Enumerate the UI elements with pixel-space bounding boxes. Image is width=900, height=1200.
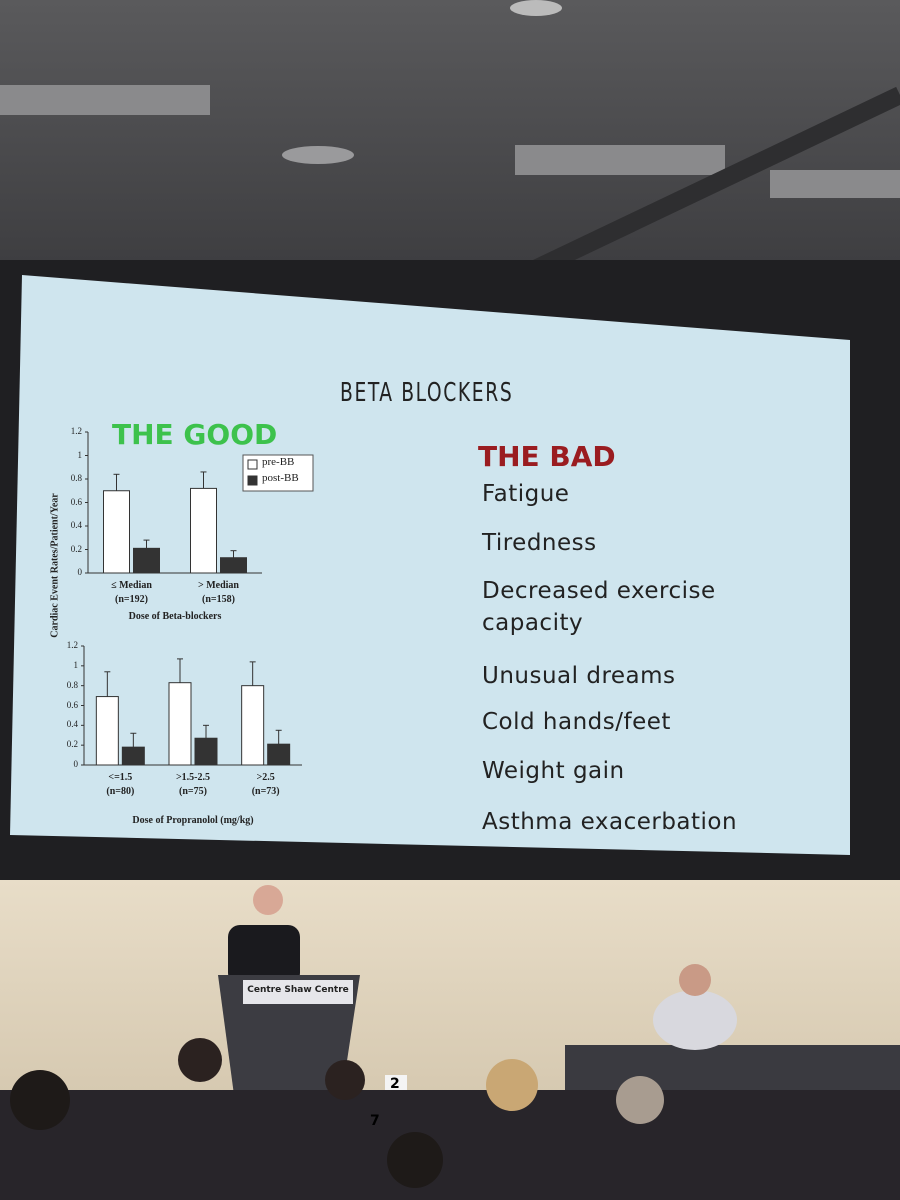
panelist-head (679, 964, 711, 996)
legend-swatch (247, 459, 258, 470)
bad-item: Tiredness (482, 530, 597, 556)
podium-sign-bg (243, 980, 353, 1004)
panelist (653, 990, 737, 1050)
audience-head (486, 1059, 538, 1111)
y-tick-label: 1 (77, 449, 83, 460)
y-tick-label: 0.8 (70, 473, 82, 483)
audience-head (325, 1060, 365, 1100)
good-heading: THE GOOD (112, 418, 278, 451)
legend-label: pre-BB (262, 456, 295, 468)
bar (267, 743, 291, 766)
bar (95, 696, 119, 766)
x-axis-label: Dose of Propranolol (mg/kg) (132, 815, 254, 826)
x-tick-label: >1.5-2.5 (n=75) (175, 772, 211, 797)
x-tick-label: <=1.5 (n=80) (106, 772, 135, 797)
bar (103, 490, 130, 574)
y-tick-label: 1.2 (70, 426, 82, 436)
slide (10, 275, 850, 855)
y-tick-label: 0.2 (66, 739, 78, 750)
table-card-number: 2 (390, 1076, 400, 1092)
y-tick-label: 0 (73, 759, 79, 769)
table-card-number: 7 (370, 1113, 380, 1129)
legend-swatch (247, 475, 258, 486)
bad-item: Asthma exacerbation (482, 809, 738, 835)
y-tick-label: 1.2 (66, 640, 78, 650)
ceiling (0, 0, 900, 300)
bar (220, 557, 247, 574)
audience-head (616, 1076, 664, 1124)
light-strip (0, 85, 210, 115)
y-tick-label: 0.8 (66, 679, 78, 690)
bad-item: Cold hands/feet (482, 709, 671, 735)
podium-sign: Centre Shaw Centre (247, 985, 349, 995)
y-tick-label: 0.6 (66, 699, 78, 710)
speaker-head (253, 885, 283, 915)
bar (121, 746, 145, 766)
bad-item: Unusual dreams (482, 663, 676, 689)
x-tick-label: > Median (n=158) (198, 580, 239, 605)
bar (190, 487, 217, 574)
ceiling-light (282, 146, 354, 164)
y-tick-label: 1 (73, 659, 79, 670)
bar (241, 685, 265, 766)
audience-head (178, 1038, 222, 1082)
bad-item: Fatigue (482, 481, 570, 507)
bar (194, 737, 218, 766)
bar (168, 682, 192, 766)
bad-item: Weight gain (482, 758, 625, 784)
bad-heading: THE BAD (478, 440, 616, 473)
speaker (228, 925, 300, 985)
ceiling-light (510, 0, 562, 16)
y-tick-label: 0.2 (70, 543, 82, 554)
light-strip (770, 170, 900, 198)
legend-label: post-BB (262, 472, 299, 484)
y-tick-label: 0.4 (66, 719, 78, 730)
y-tick-label: 0.4 (70, 520, 82, 530)
audience-head (387, 1132, 443, 1188)
x-axis-label: Dose of Beta-blockers (128, 611, 222, 622)
audience (0, 1090, 900, 1200)
light-strip (515, 145, 725, 175)
bar (133, 547, 160, 574)
y-tick-label: 0 (77, 567, 83, 577)
slide-title: BETA BLOCKERS (340, 378, 514, 408)
y-tick-label: 0.6 (70, 496, 82, 507)
audience-head (10, 1070, 70, 1130)
x-tick-label: ≤ Median (n=192) (111, 580, 152, 605)
bad-item: Decreased exercise capacity (482, 578, 716, 636)
x-tick-label: >2.5 (n=73) (251, 772, 280, 797)
